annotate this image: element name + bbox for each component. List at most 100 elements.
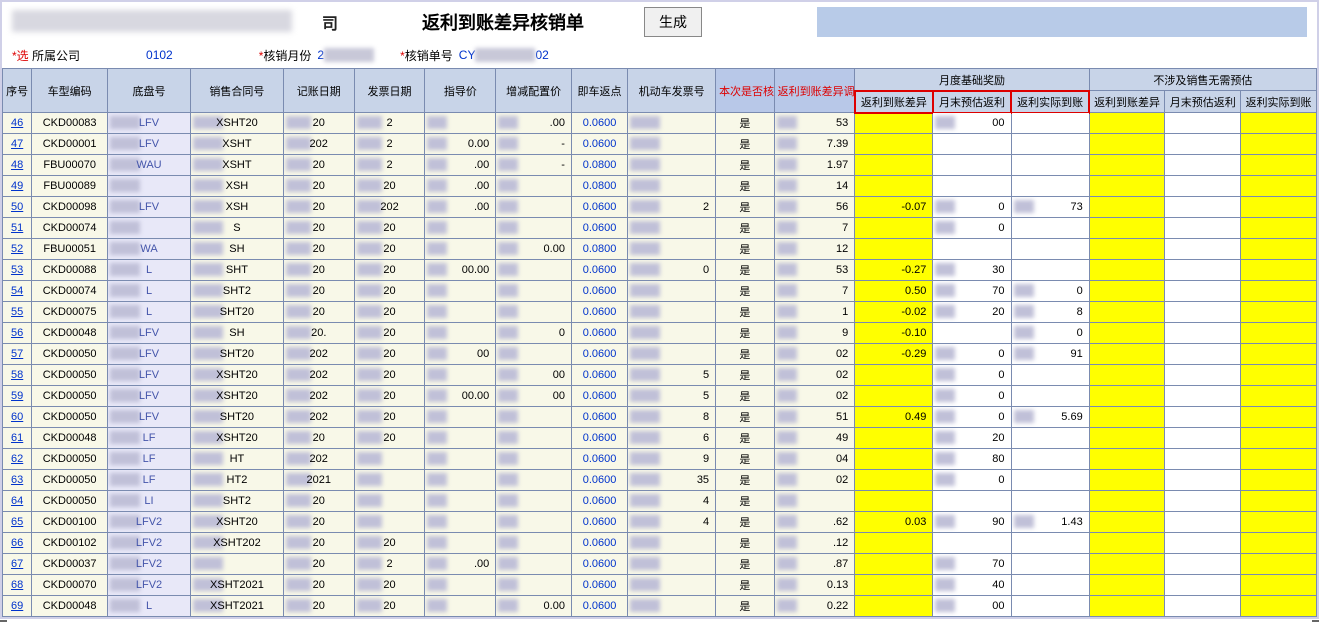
company-filter-value[interactable]: 0102 (146, 48, 173, 62)
table-row[interactable]: 58CKD00050LFVXSHT2020220000.06005是020 (3, 365, 1317, 386)
cell (933, 239, 1011, 260)
cell: 是 (716, 428, 775, 449)
cell: 7.39 (774, 134, 855, 155)
cell: 0 (1011, 281, 1089, 302)
cell (496, 176, 572, 197)
table-row[interactable]: 62CKD00050LFHT2020.06009是0480 (3, 449, 1317, 470)
col-month-est[interactable]: 月末预估返利 (933, 91, 1011, 113)
cell: 0.0600 (571, 386, 627, 407)
col-rebate-diff[interactable]: 返利到账差异 (855, 91, 933, 113)
table-row[interactable]: 52FBU00051WASH20200.000.0800是12 (3, 239, 1317, 260)
col-code[interactable]: 车型编码 (32, 69, 108, 113)
cell (425, 281, 496, 302)
col-contract[interactable]: 销售合同号 (191, 69, 284, 113)
col-adjprice[interactable]: 增减配置价 (496, 69, 572, 113)
table-row[interactable]: 68CKD00070LFV2XSHT202120200.0600是0.1340 (3, 575, 1317, 596)
cell: 48 (3, 155, 32, 176)
cell (496, 449, 572, 470)
table-row[interactable]: 63CKD00050LFHT220210.060035是020 (3, 470, 1317, 491)
cell (1011, 386, 1089, 407)
cell: XSHT2021 (191, 596, 284, 617)
cell: 8 (1011, 302, 1089, 323)
table-row[interactable]: 60CKD00050LFVSHT20202200.06008是510.4905.… (3, 407, 1317, 428)
cell: 0 (933, 197, 1011, 218)
table-row[interactable]: 49FBU00089XSH2020.000.0800是14 (3, 176, 1317, 197)
table-row[interactable]: 59CKD00050LFVXSHT202022000.00000.06005是0… (3, 386, 1317, 407)
cell: 68 (3, 575, 32, 596)
table-row[interactable]: 69CKD00048LXSHT202120200.000.0600是0.2200 (3, 596, 1317, 617)
cell: SHT20 (191, 302, 284, 323)
month-filter-label: *核销月份 (259, 47, 312, 64)
cell (1165, 302, 1241, 323)
table-row[interactable]: 46CKD00083LFVXSHT20202.000.0600是5300 (3, 113, 1317, 134)
cell (1011, 155, 1089, 176)
col-actual[interactable]: 返利实际到账 (1011, 91, 1089, 113)
table-row[interactable]: 57CKD00050LFVSHT2020220000.0600是02-0.290… (3, 344, 1317, 365)
cell: 20 (283, 575, 354, 596)
col-vehicleinv[interactable]: 机动车发票号 (628, 69, 716, 113)
table-row[interactable]: 51CKD00074S20200.0600是70 (3, 218, 1317, 239)
table-row[interactable]: 47CKD00001LFVXSHT20220.00-0.0600是7.39 (3, 134, 1317, 155)
col-month-est2[interactable]: 月末预估返利 (1165, 91, 1241, 113)
cell: 202 (283, 386, 354, 407)
cell: FBU00070 (32, 155, 108, 176)
table-row[interactable]: 66CKD00102LFV2XSHT20220200.0600是.12 (3, 533, 1317, 554)
cell (1011, 554, 1089, 575)
cell: CKD00050 (32, 470, 108, 491)
cell (1011, 596, 1089, 617)
table-row[interactable]: 50CKD00098LFVXSH20202.000.06002是56-0.070… (3, 197, 1317, 218)
table-row[interactable]: 55CKD00075LSHT2020200.0600是1-0.02208 (3, 302, 1317, 323)
generate-button[interactable]: 生成 (644, 7, 702, 37)
cell (855, 365, 933, 386)
cell: CKD00050 (32, 407, 108, 428)
cell (855, 575, 933, 596)
table-row[interactable]: 53CKD00088LSHT202000.000.06000是53-0.2730 (3, 260, 1317, 281)
cell (1089, 176, 1165, 197)
cell (628, 176, 716, 197)
col-verify[interactable]: 本次是否核销 (716, 69, 775, 113)
cell (191, 554, 284, 575)
cell: 是 (716, 554, 775, 575)
docno-filter-value[interactable]: CY02 (459, 48, 549, 63)
cell: 62 (3, 449, 32, 470)
cell: XSHT2021 (191, 575, 284, 596)
cell: -0.07 (855, 197, 933, 218)
table-row[interactable]: 48FBU00070WAUXSHT202.00-0.0800是1.97 (3, 155, 1317, 176)
col-rebate-diff2[interactable]: 返利到账差异 (1089, 91, 1165, 113)
cell: 0.0800 (571, 176, 627, 197)
cell: 30 (933, 260, 1011, 281)
cell (496, 470, 572, 491)
cell: 0.0800 (571, 239, 627, 260)
table-row[interactable]: 65CKD00100LFV2XSHT20200.06004是.620.03901… (3, 512, 1317, 533)
cell: 8 (628, 407, 716, 428)
col-guide[interactable]: 指导价 (425, 69, 496, 113)
col-return[interactable]: 即车返点 (571, 69, 627, 113)
col-bookdate[interactable]: 记账日期 (283, 69, 354, 113)
month-filter-value[interactable]: 2 (317, 48, 374, 63)
cell: SHT20 (191, 344, 284, 365)
cell: 20 (283, 113, 354, 134)
table-row[interactable]: 67CKD00037LFV2202.000.0600是.8770 (3, 554, 1317, 575)
col-chassis[interactable]: 底盘号 (108, 69, 191, 113)
cell: 20 (283, 197, 354, 218)
col-adjsum[interactable]: 返利到账差异调整合计 (774, 69, 855, 113)
table-row[interactable]: 56CKD00048LFVSH20.2000.0600是9-0.100 (3, 323, 1317, 344)
cell: 00 (425, 344, 496, 365)
col-actual2[interactable]: 返利实际到账 (1241, 91, 1317, 113)
cell: 67 (3, 554, 32, 575)
cell: CKD00050 (32, 344, 108, 365)
cell (774, 491, 855, 512)
cell: 0.00 (496, 596, 572, 617)
cell (628, 554, 716, 575)
cell (1089, 281, 1165, 302)
cell (354, 449, 425, 470)
table-row[interactable]: 64CKD00050LISHT2200.06004是 (3, 491, 1317, 512)
table-row[interactable]: 61CKD00048LFXSHT2020200.06006是4920 (3, 428, 1317, 449)
cell: LFV (108, 386, 191, 407)
table-row[interactable]: 54CKD00074LSHT220200.0600是70.50700 (3, 281, 1317, 302)
cell: 0 (1011, 323, 1089, 344)
cell: CKD00050 (32, 386, 108, 407)
cell: 0 (933, 218, 1011, 239)
col-seq[interactable]: 序号 (3, 69, 32, 113)
col-invdate[interactable]: 发票日期 (354, 69, 425, 113)
